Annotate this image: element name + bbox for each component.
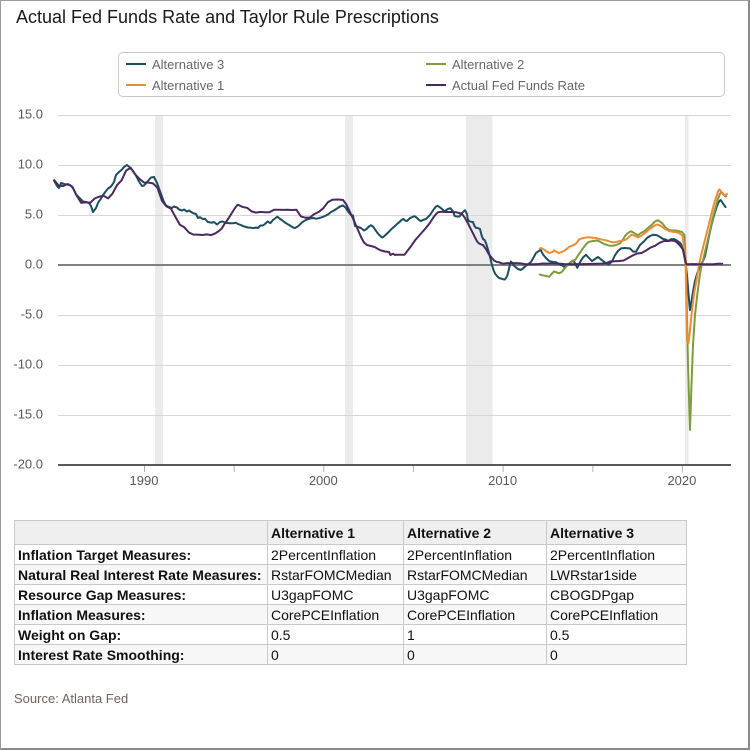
svg-text:-15.0: -15.0 bbox=[13, 407, 43, 422]
svg-text:5.0: 5.0 bbox=[25, 207, 43, 222]
svg-text:0.0: 0.0 bbox=[25, 257, 43, 272]
svg-text:1990: 1990 bbox=[130, 473, 159, 488]
svg-text:2020: 2020 bbox=[667, 473, 696, 488]
svg-text:10.0: 10.0 bbox=[18, 157, 43, 172]
svg-text:-10.0: -10.0 bbox=[13, 357, 43, 372]
svg-text:2010: 2010 bbox=[488, 473, 517, 488]
svg-text:15.0: 15.0 bbox=[18, 107, 43, 122]
svg-text:-5.0: -5.0 bbox=[21, 307, 43, 322]
svg-text:2000: 2000 bbox=[309, 473, 338, 488]
svg-text:-20.0: -20.0 bbox=[13, 457, 43, 472]
